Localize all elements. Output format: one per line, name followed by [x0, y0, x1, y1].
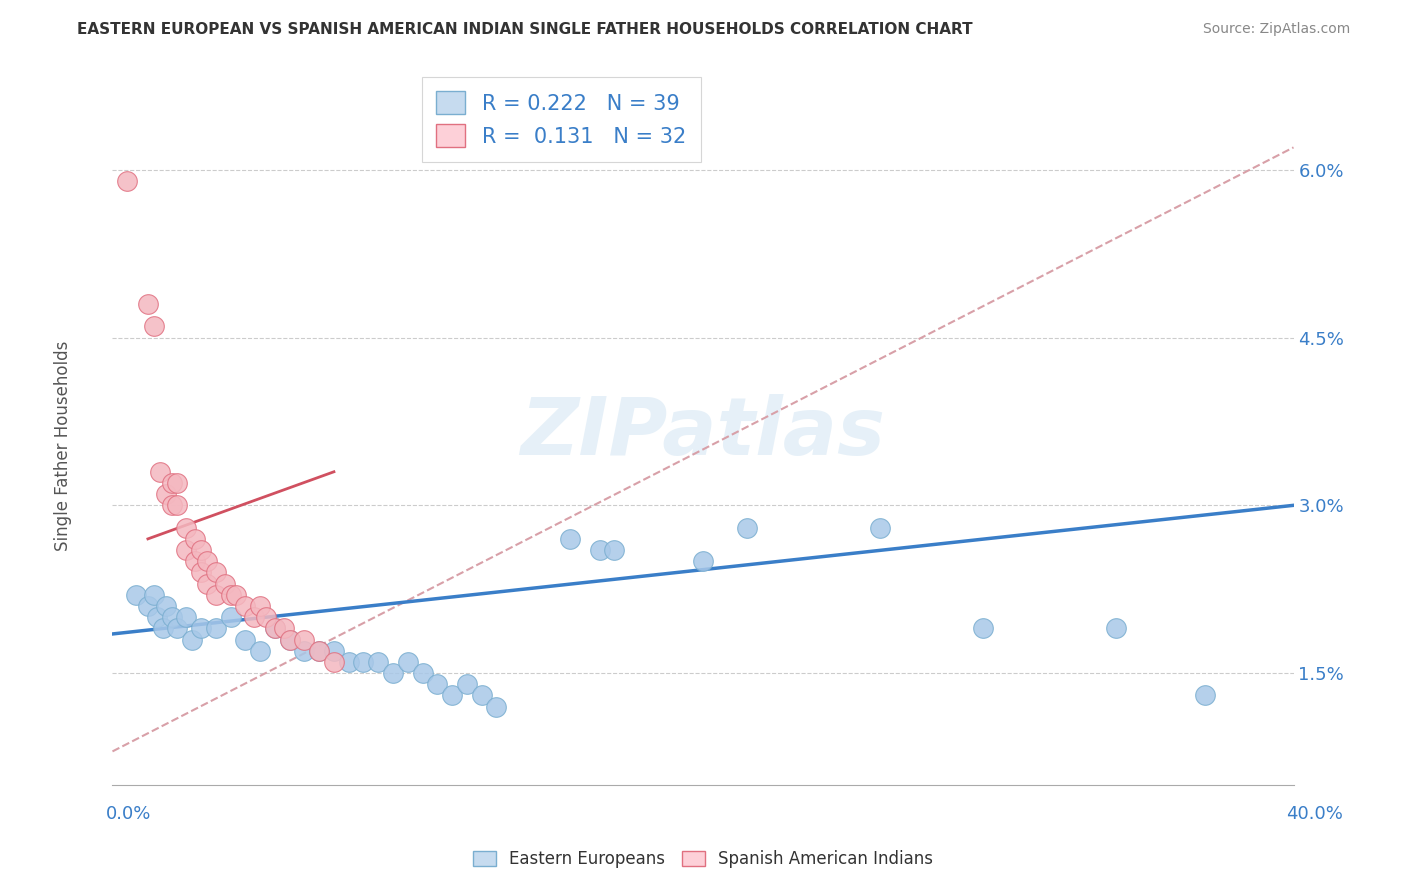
Point: [249, 644, 271, 658]
Point: [323, 644, 346, 658]
Point: [273, 621, 295, 635]
Point: [441, 689, 464, 703]
Point: [264, 621, 287, 635]
Text: ZIPatlas: ZIPatlas: [520, 393, 886, 472]
Point: [411, 666, 433, 681]
Point: [308, 644, 330, 658]
Point: [136, 297, 159, 311]
Text: Source: ZipAtlas.com: Source: ZipAtlas.com: [1202, 22, 1350, 37]
Text: 40.0%: 40.0%: [1286, 805, 1343, 822]
Point: [264, 621, 287, 635]
Point: [190, 543, 212, 558]
Point: [225, 588, 247, 602]
Point: [485, 699, 508, 714]
Point: [869, 521, 891, 535]
Point: [205, 621, 228, 635]
Point: [233, 599, 256, 613]
Point: [588, 543, 610, 558]
Point: [160, 499, 183, 513]
Point: [142, 588, 165, 602]
Point: [160, 475, 183, 490]
Point: [692, 554, 714, 568]
Point: [195, 554, 218, 568]
Point: [323, 655, 346, 669]
Point: [254, 610, 277, 624]
Point: [249, 599, 271, 613]
Point: [142, 319, 165, 334]
Point: [1194, 689, 1216, 703]
Point: [184, 532, 207, 546]
Point: [155, 487, 177, 501]
Point: [190, 566, 212, 580]
Point: [155, 599, 177, 613]
Point: [737, 521, 759, 535]
Point: [603, 543, 626, 558]
Point: [337, 655, 360, 669]
Point: [174, 521, 197, 535]
Point: [426, 677, 449, 691]
Point: [243, 610, 266, 624]
Point: [166, 499, 188, 513]
Point: [149, 465, 172, 479]
Text: Single Father Households: Single Father Households: [55, 341, 72, 551]
Point: [205, 566, 228, 580]
Point: [125, 588, 148, 602]
Point: [456, 677, 478, 691]
Point: [308, 644, 330, 658]
Point: [219, 610, 242, 624]
Legend: Eastern Europeans, Spanish American Indians: Eastern Europeans, Spanish American Indi…: [465, 844, 941, 875]
Point: [152, 621, 174, 635]
Point: [136, 599, 159, 613]
Point: [470, 689, 494, 703]
Point: [292, 632, 315, 647]
Point: [181, 632, 204, 647]
Point: [174, 610, 197, 624]
Text: 0.0%: 0.0%: [105, 805, 150, 822]
Point: [195, 576, 218, 591]
Point: [233, 632, 256, 647]
Point: [146, 610, 169, 624]
Point: [352, 655, 374, 669]
Legend: R = 0.222   N = 39, R =  0.131   N = 32: R = 0.222 N = 39, R = 0.131 N = 32: [422, 77, 702, 161]
Point: [160, 610, 183, 624]
Text: EASTERN EUROPEAN VS SPANISH AMERICAN INDIAN SINGLE FATHER HOUSEHOLDS CORRELATION: EASTERN EUROPEAN VS SPANISH AMERICAN IND…: [77, 22, 973, 37]
Point: [367, 655, 389, 669]
Point: [382, 666, 405, 681]
Point: [190, 621, 212, 635]
Point: [219, 588, 242, 602]
Point: [396, 655, 419, 669]
Point: [214, 576, 236, 591]
Point: [117, 174, 138, 188]
Point: [174, 543, 197, 558]
Point: [558, 532, 582, 546]
Point: [205, 588, 228, 602]
Point: [292, 644, 315, 658]
Point: [184, 554, 207, 568]
Point: [166, 475, 188, 490]
Point: [278, 632, 301, 647]
Point: [973, 621, 995, 635]
Point: [166, 621, 188, 635]
Point: [278, 632, 301, 647]
Point: [1105, 621, 1128, 635]
